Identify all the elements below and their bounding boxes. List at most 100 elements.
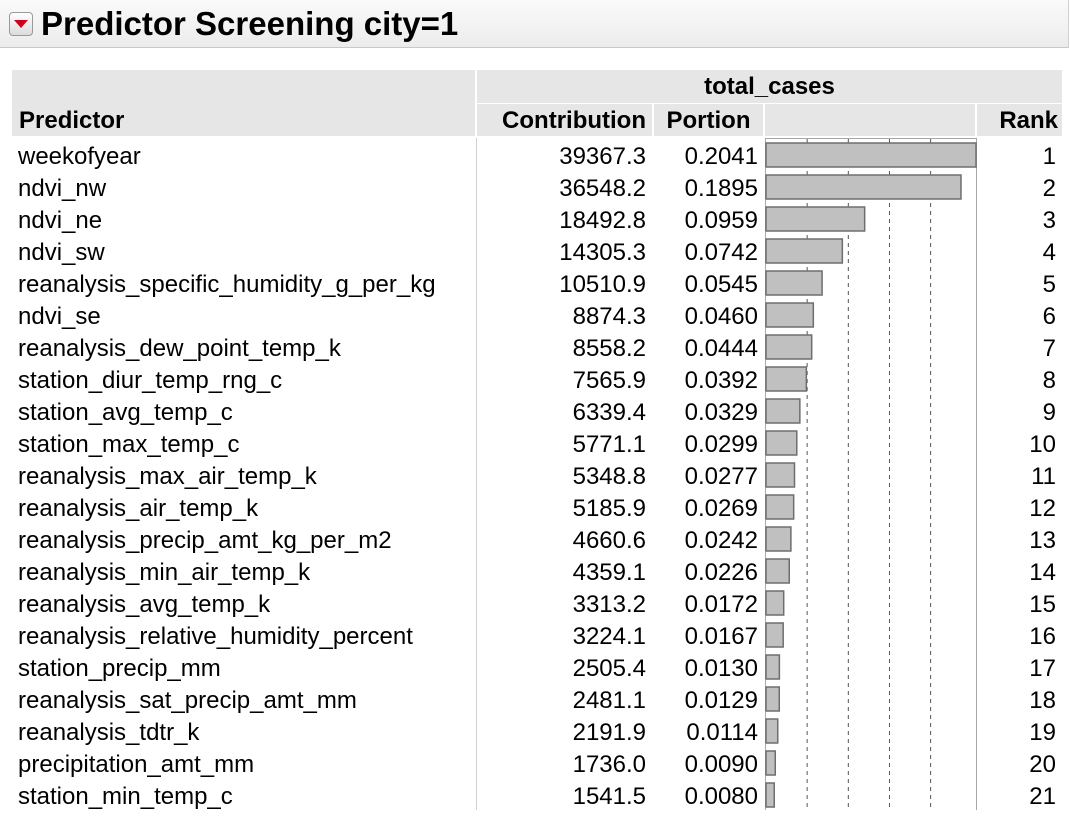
portion-bar: [765, 526, 792, 552]
disclosure-triangle-down-icon[interactable]: [9, 12, 33, 36]
table-row[interactable]: reanalysis_tdtr_k 2191.9 0.0114 19: [0, 717, 1070, 749]
predictor-cell: station_avg_temp_c: [18, 399, 233, 426]
report-title-bar: Predictor Screening city=1: [0, 0, 1069, 48]
triangle-down-icon: [14, 20, 28, 28]
portion-bar: [765, 302, 815, 328]
table-row[interactable]: reanalysis_min_air_temp_k 4359.1 0.0226 14: [0, 557, 1070, 589]
contribution-cell: 14305.3: [559, 239, 646, 266]
table-row[interactable]: reanalysis_avg_temp_k 3313.2 0.0172 15: [0, 589, 1070, 621]
portion-cell: 0.0959: [684, 207, 758, 234]
predictor-column-header[interactable]: Predictor: [12, 70, 475, 136]
contribution-column-header[interactable]: Contribution: [477, 104, 652, 136]
portion-bar: [765, 206, 866, 232]
table-row[interactable]: reanalysis_dew_point_temp_k 8558.2 0.0444 7: [0, 333, 1070, 365]
portion-cell: 0.0090: [684, 751, 758, 778]
table-row[interactable]: station_diur_temp_rng_c 7565.9 0.0392 8: [0, 365, 1070, 397]
rank-cell: 21: [1029, 783, 1056, 810]
portion-bar: [765, 622, 784, 648]
portion-bar: [765, 334, 813, 360]
portion-bar: [765, 782, 775, 808]
portion-cell: 0.0242: [684, 527, 758, 554]
portion-bar: [765, 238, 844, 264]
predictor-cell: reanalysis_specific_humidity_g_per_kg: [18, 271, 436, 298]
rank-cell: 13: [1029, 527, 1056, 554]
table-row[interactable]: station_max_temp_c 5771.1 0.0299 10: [0, 429, 1070, 461]
predictor-cell: reanalysis_avg_temp_k: [18, 591, 271, 618]
table-row[interactable]: ndvi_se 8874.3 0.0460 6: [0, 301, 1070, 333]
portion-cell: 0.0129: [684, 687, 758, 714]
contribution-cell: 3313.2: [572, 591, 646, 618]
table-row[interactable]: station_precip_mm 2505.4 0.0130 17: [0, 653, 1070, 685]
portion-cell: 0.1895: [684, 175, 758, 202]
contribution-header-label: Contribution: [502, 107, 646, 134]
predictor-cell: reanalysis_precip_amt_kg_per_m2: [18, 527, 392, 554]
rank-cell: 3: [1042, 207, 1056, 234]
rank-cell: 18: [1029, 687, 1056, 714]
report-title: Predictor Screening city=1: [41, 5, 459, 42]
predictor-cell: ndvi_sw: [18, 239, 105, 266]
portion-bar: [765, 718, 779, 744]
portion-cell: 0.0269: [684, 495, 758, 522]
predictor-cell: reanalysis_dew_point_temp_k: [18, 335, 341, 362]
predictor-cell: reanalysis_relative_humidity_percent: [18, 623, 413, 650]
rank-cell: 9: [1042, 399, 1056, 426]
rank-cell: 17: [1029, 655, 1056, 682]
portion-cell: 0.0742: [684, 239, 758, 266]
table-row[interactable]: precipitation_amt_mm 1736.0 0.0090 20: [0, 749, 1070, 781]
table-row[interactable]: weekofyear 39367.3 0.2041 1: [0, 141, 1070, 173]
portion-bar: [765, 494, 795, 520]
predictor-cell: reanalysis_min_air_temp_k: [18, 559, 311, 586]
portion-bar: [765, 462, 796, 488]
predictor-cell: station_max_temp_c: [18, 431, 240, 458]
predictor-cell: reanalysis_max_air_temp_k: [18, 463, 317, 490]
portion-column-header[interactable]: Portion: [654, 104, 763, 136]
contribution-cell: 36548.2: [559, 175, 646, 202]
portion-cell: 0.0172: [684, 591, 758, 618]
table-row[interactable]: reanalysis_precip_amt_kg_per_m2 4660.6 0.0…: [0, 525, 1070, 557]
table-row[interactable]: ndvi_nw 36548.2 0.1895 2: [0, 173, 1070, 205]
portion-cell: 0.0299: [684, 431, 758, 458]
predictor-cell: weekofyear: [18, 143, 141, 170]
table-row[interactable]: reanalysis_max_air_temp_k 5348.8 0.0277 11: [0, 461, 1070, 493]
rank-cell: 7: [1042, 335, 1056, 362]
contribution-cell: 8874.3: [572, 303, 646, 330]
table-row[interactable]: reanalysis_air_temp_k 5185.9 0.0269 12: [0, 493, 1070, 525]
rank-cell: 14: [1029, 559, 1056, 586]
table-row[interactable]: reanalysis_specific_humidity_g_per_kg 105…: [0, 269, 1070, 301]
portion-bar: [765, 430, 798, 456]
table-row[interactable]: reanalysis_relative_humidity_percent 3224…: [0, 621, 1070, 653]
predictor-cell: ndvi_ne: [18, 207, 103, 234]
predictor-cell: station_min_temp_c: [18, 783, 233, 810]
table-row[interactable]: station_avg_temp_c 6339.4 0.0329 9: [0, 397, 1070, 429]
rank-cell: 6: [1042, 303, 1056, 330]
contribution-cell: 18492.8: [559, 207, 646, 234]
rank-cell: 4: [1042, 239, 1056, 266]
contribution-cell: 39367.3: [559, 143, 646, 170]
contribution-cell: 7565.9: [572, 367, 646, 394]
contribution-cell: 4359.1: [572, 559, 646, 586]
response-group-header: total_cases: [477, 70, 1062, 103]
predictor-cell: reanalysis_air_temp_k: [18, 495, 259, 522]
portion-bar: [765, 686, 781, 712]
portion-bar: [765, 398, 801, 424]
portion-cell: 0.0080: [684, 783, 758, 810]
contribution-cell: 2505.4: [572, 655, 646, 682]
portion-bar: [765, 558, 791, 584]
rank-cell: 15: [1029, 591, 1056, 618]
portion-header-label: Portion: [666, 107, 751, 134]
rank-cell: 10: [1029, 431, 1056, 458]
portion-cell: 0.2041: [684, 143, 758, 170]
table-row[interactable]: ndvi_sw 14305.3 0.0742 4: [0, 237, 1070, 269]
contribution-cell: 4660.6: [572, 527, 646, 554]
table-row[interactable]: reanalysis_sat_precip_amt_mm 2481.1 0.0129…: [0, 685, 1070, 717]
portion-cell: 0.0460: [684, 303, 758, 330]
table-row[interactable]: station_min_temp_c 1541.5 0.0080 21: [0, 781, 1070, 813]
contribution-cell: 2191.9: [572, 719, 646, 746]
table-row[interactable]: ndvi_ne 18492.8 0.0959 3: [0, 205, 1070, 237]
rank-cell: 2: [1042, 175, 1056, 202]
portion-cell: 0.0392: [684, 367, 758, 394]
rank-cell: 16: [1029, 623, 1056, 650]
predictor-cell: ndvi_nw: [18, 175, 107, 202]
portion-bar: [765, 654, 781, 680]
rank-column-header[interactable]: Rank: [977, 104, 1062, 136]
